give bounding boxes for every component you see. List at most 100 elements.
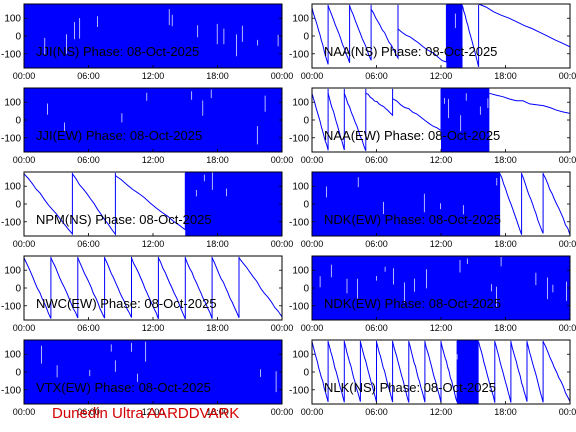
y-tick-label: -100	[289, 133, 309, 144]
series-trace	[312, 88, 570, 152]
wrap-segment-9	[440, 340, 458, 403]
dense-gap	[195, 172, 227, 197]
chart-title: NWC(EW) Phase: 08-Oct-2025	[36, 296, 217, 311]
y-tick-label: -100	[289, 385, 309, 396]
y-tick-label: 0	[303, 116, 309, 127]
wrap-segment-8	[211, 256, 240, 318]
y-tick-label: 0	[303, 32, 309, 43]
wrap-segment-3	[521, 172, 544, 234]
x-tick-label: 12:00	[142, 155, 165, 165]
y-tick-label: 100	[4, 266, 21, 277]
x-tick-label: 18:00	[206, 407, 229, 417]
x-tick-label: 12:00	[142, 407, 165, 417]
wrap-segment-7	[489, 88, 570, 114]
x-tick-label: 00:00	[271, 407, 294, 417]
dense-block-1	[312, 256, 570, 320]
chart-title: JJI(EW) Phase: 08-Oct-2025	[36, 128, 202, 143]
y-tick-label: 100	[292, 14, 309, 25]
x-tick-label: 00:00	[13, 71, 36, 81]
x-tick-label: 18:00	[494, 71, 517, 81]
wrap-segment-11	[478, 340, 496, 403]
x-tick-label: 06:00	[365, 323, 388, 333]
dense-block-1	[24, 340, 282, 404]
wrap-segment-5	[397, 4, 447, 63]
y-tick-label: 100	[292, 266, 309, 277]
series-trace	[24, 340, 282, 404]
dense-gap	[326, 177, 498, 215]
chart-panel-2: 100 0 -100 00:00 06:00 12:00 18:00 00:00 NAA(NS)…	[289, 3, 576, 81]
chart-title: JJI(NS) Phase: 08-Oct-2025	[36, 44, 199, 59]
x-tick-label: 12:00	[430, 407, 453, 417]
y-tick-label: -100	[1, 133, 21, 144]
x-tick-label: 00:00	[301, 323, 324, 333]
series-trace	[312, 340, 570, 404]
dense-gap	[444, 93, 489, 132]
wrap-segment-4	[542, 172, 570, 236]
chart-title: NAA(EW) Phase: 08-Oct-2025	[324, 128, 500, 143]
x-tick-label: 00:00	[559, 239, 576, 249]
wrap-segment-7	[184, 256, 213, 319]
y-tick-label: -100	[289, 301, 309, 312]
x-tick-label: 12:00	[430, 323, 453, 333]
x-tick-label: 12:00	[142, 71, 165, 81]
y-tick-label: 100	[4, 182, 21, 193]
dense-block-6	[446, 4, 463, 68]
wrap-segment-1	[24, 256, 52, 319]
y-tick-label: -100	[289, 217, 309, 228]
x-tick-label: 00:00	[301, 407, 324, 417]
wrap-segment-12	[494, 340, 512, 403]
x-tick-label: 06:00	[365, 71, 388, 81]
x-tick-label: 00:00	[559, 407, 576, 417]
wrap-segment-7	[408, 340, 426, 403]
x-tick-label: 00:00	[13, 407, 36, 417]
series-trace	[24, 256, 282, 320]
wrap-segment-3	[349, 4, 372, 61]
y-tick-label: 0	[303, 368, 309, 379]
chart-panel-1: 100 0 -100 00:00 06:00 12:00 18:00 00:00 JJI(NS)…	[1, 3, 293, 81]
y-tick-label: 100	[4, 350, 21, 361]
chart-title: VTX(EW) Phase: 08-Oct-2025	[36, 380, 211, 395]
wrap-segment-2	[327, 340, 345, 403]
x-tick-label: 06:00	[77, 323, 100, 333]
y-tick-label: 0	[303, 284, 309, 295]
x-tick-label: 06:00	[77, 71, 100, 81]
x-tick-label: 18:00	[206, 323, 229, 333]
x-tick-label: 06:00	[77, 155, 100, 165]
chart-panel-4: 100 0 -100 00:00 06:00 12:00 18:00 00:00 NAA(EW)…	[289, 87, 576, 165]
chart-panel-7: 100 0 -100 00:00 06:00 12:00 18:00 00:00 NWC(EW)…	[1, 255, 294, 333]
y-tick-label: 0	[15, 200, 21, 211]
wrap-segment-5	[376, 340, 394, 403]
x-tick-label: 18:00	[206, 239, 229, 249]
wrap-segment-4	[104, 256, 132, 318]
wrap-segment-14	[526, 340, 544, 403]
y-tick-label: 0	[303, 200, 309, 211]
dense-gap	[44, 9, 279, 57]
y-tick-label: 0	[15, 116, 21, 127]
wrap-segment-2	[499, 172, 523, 235]
dense-gap	[24, 341, 277, 393]
y-tick-label: 100	[292, 182, 309, 193]
x-tick-label: 00:00	[13, 155, 36, 165]
x-tick-label: 18:00	[494, 239, 517, 249]
chart-panel-10: 100 0 -100 00:00 06:00 12:00 18:00 00:00 NLK(NS)…	[289, 339, 576, 417]
dense-block-4	[185, 172, 282, 236]
dense-block-1	[312, 172, 501, 236]
wrap-segment-4	[365, 88, 394, 117]
wrap-segment-4	[370, 4, 399, 60]
chart-panel-8: 100 0 -100 00:00 06:00 12:00 18:00 00:00 NDK(EW)…	[289, 255, 576, 333]
series-trace	[24, 172, 282, 236]
wrap-segment-3	[77, 256, 106, 319]
dense-gap	[312, 257, 567, 308]
series-trace	[312, 172, 570, 236]
dense-block-1	[24, 88, 282, 152]
wrap-segment-15	[542, 340, 570, 402]
x-tick-label: 18:00	[494, 155, 517, 165]
x-tick-label: 00:00	[301, 155, 324, 165]
y-tick-label: 100	[292, 350, 309, 361]
wrap-segment-3	[115, 172, 186, 231]
y-tick-label: 0	[15, 32, 21, 43]
x-tick-label: 00:00	[271, 323, 294, 333]
x-tick-label: 00:00	[271, 239, 294, 249]
wrap-segment-6	[157, 256, 186, 320]
